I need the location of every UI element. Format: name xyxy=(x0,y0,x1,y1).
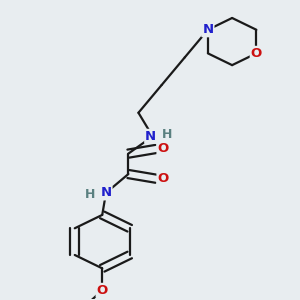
Text: N: N xyxy=(100,186,112,200)
Text: O: O xyxy=(158,172,169,185)
Text: O: O xyxy=(251,47,262,60)
Text: H: H xyxy=(85,188,95,201)
Text: N: N xyxy=(202,23,213,36)
Text: H: H xyxy=(162,128,173,141)
Text: O: O xyxy=(158,142,169,155)
Text: N: N xyxy=(145,130,156,143)
Text: O: O xyxy=(97,284,108,297)
